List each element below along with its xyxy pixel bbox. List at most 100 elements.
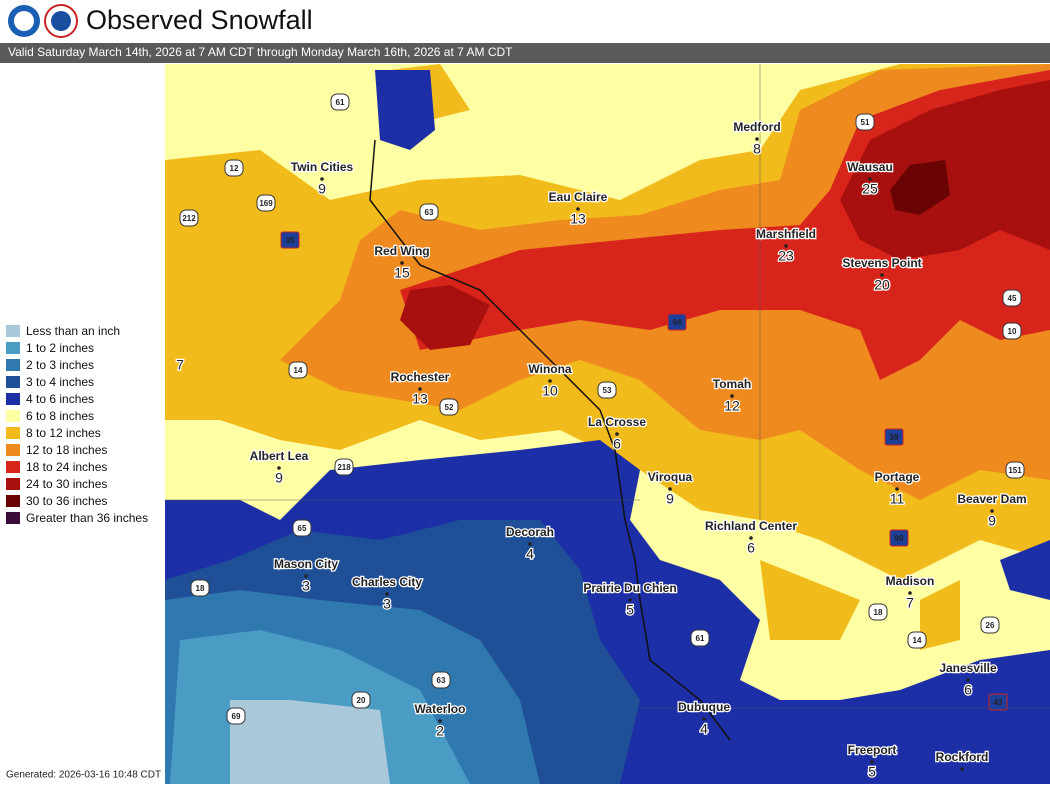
city-value: 10	[542, 383, 558, 399]
highway-shield	[190, 579, 210, 597]
highway-label: 90	[895, 534, 904, 543]
highway-shield	[1002, 289, 1022, 307]
city-dot	[400, 261, 404, 265]
legend-swatch	[6, 478, 20, 490]
highway-label: 12	[230, 164, 239, 173]
city-value: 9	[318, 181, 326, 197]
legend-label: 24 to 30 inches	[26, 477, 107, 491]
city-value: 8	[753, 141, 761, 157]
highway-shield	[280, 231, 300, 249]
highway-shield	[439, 398, 459, 416]
legend-swatch	[6, 359, 20, 371]
city-value: 9	[988, 513, 996, 529]
city-value: 3	[383, 596, 391, 612]
legend-swatch	[6, 495, 20, 507]
highway-label: 35	[286, 236, 295, 245]
highway-shield	[288, 361, 308, 379]
highway-shield	[419, 203, 439, 221]
highway-shield	[988, 693, 1008, 711]
highway-label: 10	[1008, 327, 1017, 336]
city-value: 5	[626, 602, 634, 618]
legend-swatch	[6, 461, 20, 473]
highway-label: 53	[603, 386, 612, 395]
highway-label: 14	[913, 636, 922, 645]
footer-bg	[0, 766, 165, 784]
noaa-logo-inner	[14, 11, 34, 31]
city-name: Waterloo	[415, 702, 466, 716]
city-dot	[548, 379, 552, 383]
legend-label: 12 to 18 inches	[26, 443, 107, 457]
city-name: Decorah	[506, 525, 554, 539]
city-value: 12	[724, 398, 740, 414]
city-value: 13	[412, 391, 428, 407]
highway-label: 43	[994, 698, 1003, 707]
zone-lt-1	[230, 700, 390, 784]
highway-label: 65	[298, 524, 307, 533]
city-value: 6	[964, 682, 972, 698]
highway-shield	[1002, 322, 1022, 340]
city-name: Richland Center	[705, 519, 797, 533]
legend-label: 6 to 8 inches	[26, 409, 94, 423]
highway-shield	[256, 194, 276, 212]
city-dot	[868, 177, 872, 181]
city-value: 9	[275, 470, 283, 486]
zone-4-6-north	[375, 70, 435, 150]
highway-label: 151	[1008, 466, 1022, 475]
city-name: Eau Claire	[549, 190, 608, 204]
city-dot	[730, 394, 734, 398]
city-value: 4	[526, 546, 534, 562]
highway-shield	[224, 159, 244, 177]
nws-logo-inner	[51, 11, 71, 31]
zone-4-6-east	[1000, 540, 1050, 600]
city-name: La Crosse	[588, 415, 646, 429]
legend-swatch	[6, 512, 20, 524]
highway-shield	[334, 458, 354, 476]
highway-label: 69	[232, 712, 241, 721]
city-name: Prairie Du Chien	[583, 581, 676, 595]
legend: Less than an inch 1 to 2 inches 2 to 3 inc…	[6, 324, 148, 525]
highway-shield	[351, 691, 371, 709]
highway-label: 14	[294, 366, 303, 375]
highway-shield	[907, 631, 927, 649]
highway-label: 52	[445, 403, 454, 412]
legend-swatch	[6, 325, 20, 337]
city-name: Red Wing	[374, 244, 429, 258]
city-dot	[880, 273, 884, 277]
city-name: Stevens Point	[842, 256, 921, 270]
highway-shield	[980, 616, 1000, 634]
city-value: 3	[302, 578, 310, 594]
city-value: 23	[778, 248, 794, 264]
highway-label: 61	[696, 634, 705, 643]
zone-8-12-south	[760, 560, 960, 650]
highway-shield	[690, 629, 710, 647]
legend-label: 3 to 4 inches	[26, 375, 94, 389]
city-value: 9	[666, 491, 674, 507]
city-name: Mason City	[274, 557, 338, 571]
highway-label: 63	[437, 676, 446, 685]
subtitle-bar	[0, 43, 1050, 63]
legend-label: 1 to 2 inches	[26, 341, 94, 355]
city-name: Tomah	[713, 377, 751, 391]
footer: Generated: 2026-03-16 10:48 CDT	[6, 770, 161, 781]
highway-shield	[667, 313, 687, 331]
city-name: Janesville	[939, 661, 997, 675]
legend-label: 18 to 24 inches	[26, 460, 107, 474]
legend-swatch	[6, 376, 20, 388]
highway-shield	[884, 428, 904, 446]
highway-shield	[855, 113, 875, 131]
city-value: 11	[890, 491, 905, 507]
highway-label: 51	[861, 118, 870, 127]
city-value: 4	[700, 721, 708, 737]
state-borders	[165, 64, 1050, 709]
city-value: 7	[906, 595, 914, 611]
highway-shield	[868, 603, 888, 621]
city-name: Twin Cities	[291, 160, 354, 174]
highway-shield	[889, 529, 909, 547]
city-value: 20	[874, 277, 890, 293]
city-name: Winona	[528, 362, 572, 376]
city-dot	[320, 177, 324, 181]
highway-shield	[431, 671, 451, 689]
